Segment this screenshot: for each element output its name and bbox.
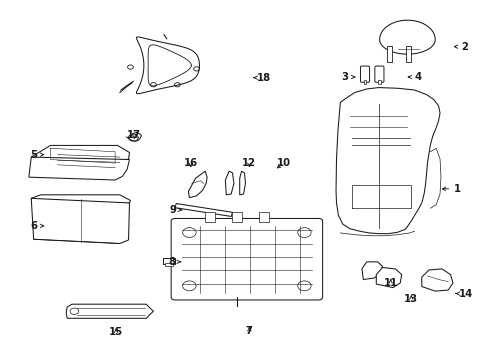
Bar <box>204 212 215 222</box>
Text: 10: 10 <box>276 158 290 168</box>
FancyBboxPatch shape <box>406 46 410 62</box>
Text: 12: 12 <box>242 158 256 168</box>
Text: 16: 16 <box>183 158 198 168</box>
FancyBboxPatch shape <box>386 46 391 62</box>
FancyBboxPatch shape <box>377 80 380 84</box>
Polygon shape <box>379 20 434 54</box>
Polygon shape <box>376 267 401 288</box>
Circle shape <box>70 308 79 314</box>
FancyBboxPatch shape <box>374 66 383 82</box>
Text: 9: 9 <box>169 205 182 215</box>
Circle shape <box>183 228 196 238</box>
Polygon shape <box>175 203 232 216</box>
Circle shape <box>193 67 199 71</box>
Text: 3: 3 <box>341 72 354 82</box>
Text: 17: 17 <box>127 130 141 140</box>
Bar <box>258 212 269 222</box>
Text: 15: 15 <box>109 327 123 337</box>
Polygon shape <box>361 262 382 279</box>
Polygon shape <box>31 198 129 243</box>
Polygon shape <box>239 171 245 195</box>
Circle shape <box>297 228 310 238</box>
Polygon shape <box>225 171 233 195</box>
Text: 1: 1 <box>442 184 460 194</box>
FancyBboxPatch shape <box>360 66 369 82</box>
Polygon shape <box>335 87 439 234</box>
Bar <box>163 258 174 264</box>
Bar <box>164 263 172 266</box>
Circle shape <box>174 83 180 87</box>
Polygon shape <box>29 157 129 180</box>
Text: 11: 11 <box>383 278 397 288</box>
Circle shape <box>150 83 156 87</box>
Text: 18: 18 <box>253 73 270 83</box>
Polygon shape <box>31 195 130 205</box>
Text: 7: 7 <box>245 326 252 336</box>
Text: 4: 4 <box>407 72 421 82</box>
Text: 5: 5 <box>30 150 43 159</box>
FancyBboxPatch shape <box>171 219 322 300</box>
Polygon shape <box>188 171 207 198</box>
Text: 2: 2 <box>453 42 468 51</box>
Text: 6: 6 <box>30 221 43 231</box>
Polygon shape <box>66 304 153 318</box>
Circle shape <box>297 281 310 291</box>
Circle shape <box>183 281 196 291</box>
Polygon shape <box>31 145 129 167</box>
Bar <box>231 212 242 222</box>
Polygon shape <box>421 269 452 291</box>
FancyBboxPatch shape <box>363 80 366 84</box>
Text: 8: 8 <box>168 257 181 267</box>
Text: 13: 13 <box>404 294 417 304</box>
Circle shape <box>127 65 133 69</box>
Text: 14: 14 <box>455 289 472 298</box>
